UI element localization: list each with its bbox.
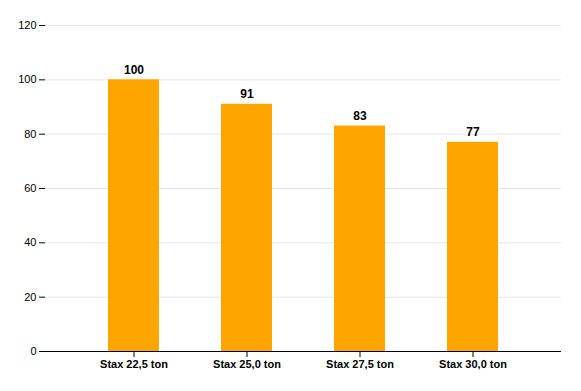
svg-text:Stax 30,0 ton: Stax 30,0 ton: [439, 358, 507, 370]
svg-text:Stax 27,5 ton: Stax 27,5 ton: [326, 358, 394, 370]
svg-text:83: 83: [353, 109, 367, 123]
svg-text:0: 0: [30, 345, 36, 357]
svg-text:40: 40: [24, 236, 36, 248]
svg-text:100: 100: [18, 73, 36, 85]
svg-text:Stax 25,0 ton: Stax 25,0 ton: [213, 358, 281, 370]
svg-text:80: 80: [24, 128, 36, 140]
svg-text:20: 20: [24, 291, 36, 303]
svg-text:77: 77: [466, 125, 480, 139]
svg-text:91: 91: [240, 87, 254, 101]
svg-text:120: 120: [18, 19, 36, 31]
svg-text:100: 100: [124, 63, 144, 77]
svg-text:60: 60: [24, 182, 36, 194]
svg-text:Stax 22,5 ton: Stax 22,5 ton: [100, 358, 168, 370]
